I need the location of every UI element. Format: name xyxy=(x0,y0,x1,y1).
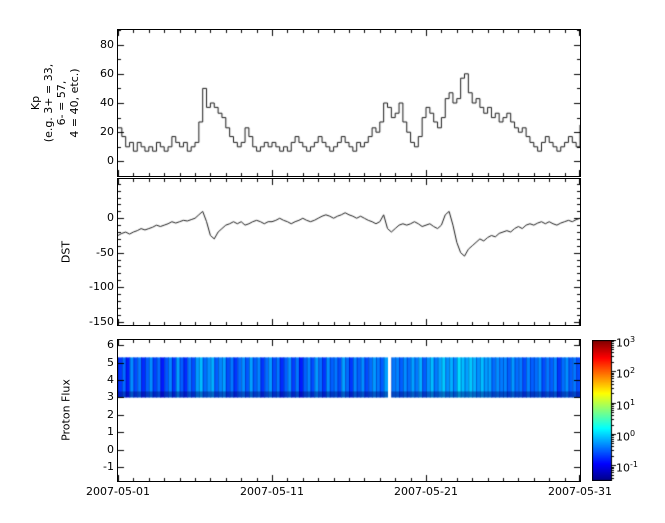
x-tick-label: 2007-05-31 xyxy=(548,485,612,498)
colorbar-tick-label: 10-1 xyxy=(616,458,638,476)
y-tick-label: 4 xyxy=(107,373,114,387)
y-tick-label: 0 xyxy=(107,442,114,456)
y-tick-label: 0 xyxy=(107,154,114,168)
y-tick-label: 80 xyxy=(100,37,114,51)
proton-flux-spectrogram-canvas xyxy=(118,340,580,481)
colorbar-tick-base: 10 xyxy=(616,430,630,444)
x-tick-label: 2007-05-01 xyxy=(86,485,150,498)
y-tick-label: -50 xyxy=(96,245,114,259)
kp-panel xyxy=(117,29,581,177)
y-tick-label: -1 xyxy=(103,460,114,474)
colorbar-tick-exponent: 1 xyxy=(630,398,636,407)
y-tick-label: 2 xyxy=(107,407,114,421)
colorbar-tick-label: 100 xyxy=(616,427,635,445)
dst-panel xyxy=(117,178,581,326)
colorbar-canvas xyxy=(592,340,618,481)
y-tick-label: -100 xyxy=(89,280,114,294)
colorbar-tick-exponent: 3 xyxy=(630,335,636,344)
dst-plot-canvas xyxy=(118,179,580,325)
proton-flux-panel xyxy=(117,339,581,482)
x-tick-label: 2007-05-21 xyxy=(394,485,458,498)
kp-plot-canvas xyxy=(118,30,580,176)
y-tick-label: 1 xyxy=(107,425,114,439)
colorbar-tick-base: 10 xyxy=(616,336,630,350)
colorbar-tick-exponent: 0 xyxy=(630,429,636,438)
colorbar-tick-base: 10 xyxy=(616,399,630,413)
y-tick-label: 0 xyxy=(107,211,114,225)
colorbar-tick-exponent: -1 xyxy=(630,460,638,469)
colorbar-tick-exponent: 2 xyxy=(630,366,636,375)
y-tick-label: 5 xyxy=(107,355,114,369)
colorbar-tick-base: 10 xyxy=(616,367,630,381)
colorbar-tick-label: 101 xyxy=(616,396,635,414)
y-tick-label: 6 xyxy=(107,338,114,352)
y-tick-label: 20 xyxy=(100,125,114,139)
y-tick-label: 40 xyxy=(100,96,114,109)
y-tick-label: 3 xyxy=(107,390,114,404)
colorbar-tick-label: 102 xyxy=(616,364,635,382)
y-tick-label: 60 xyxy=(100,66,114,80)
x-tick-label: 2007-05-11 xyxy=(240,485,304,498)
colorbar-tick-base: 10 xyxy=(616,461,630,475)
y-tick-label: -150 xyxy=(89,314,114,328)
colorbar-tick-label: 103 xyxy=(616,333,635,351)
